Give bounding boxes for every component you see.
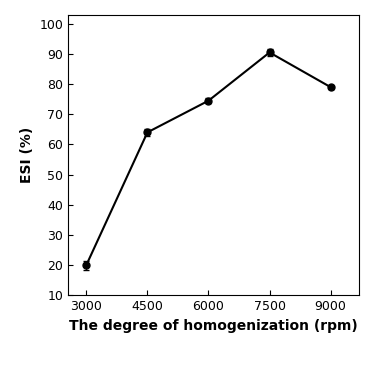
X-axis label: The degree of homogenization (rpm): The degree of homogenization (rpm) (69, 318, 358, 332)
Y-axis label: ESI (%): ESI (%) (20, 127, 34, 183)
